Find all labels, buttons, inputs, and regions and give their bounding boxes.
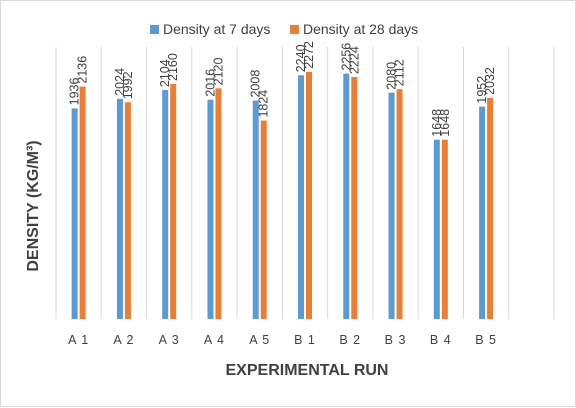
legend-label-series-1: Density at 7 days bbox=[163, 21, 270, 37]
bar-day28 bbox=[260, 120, 267, 319]
bar-day28 bbox=[306, 71, 312, 319]
bar-day7 bbox=[343, 73, 350, 319]
x-tick-label: A 1 bbox=[68, 333, 89, 347]
legend-label-series-2: Density at 28 days bbox=[303, 21, 418, 37]
data-label-day28: 2272 bbox=[302, 41, 316, 69]
legend-swatch-series-1 bbox=[150, 25, 159, 34]
bar-day7 bbox=[207, 99, 214, 319]
data-label-day28: 1824 bbox=[257, 90, 271, 118]
x-tick-label: B 1 bbox=[294, 333, 316, 347]
data-label-day7: 2080 bbox=[385, 62, 399, 90]
data-label-day7: 2008 bbox=[249, 70, 263, 98]
data-label-day7: 1648 bbox=[430, 109, 444, 137]
data-label-day7: 2024 bbox=[113, 68, 127, 96]
data-label-day7: 2256 bbox=[339, 43, 353, 71]
x-tick-label: B 3 bbox=[385, 333, 407, 347]
legend: Density at 7 days Density at 28 days bbox=[150, 21, 418, 37]
bar-day28 bbox=[170, 83, 177, 319]
bar-day7 bbox=[162, 90, 169, 319]
legend-swatch-series-2 bbox=[290, 25, 299, 34]
bar-day28 bbox=[351, 77, 358, 319]
data-label-day28: 2112 bbox=[393, 59, 407, 86]
bar-day7 bbox=[252, 100, 259, 319]
bar-day7 bbox=[71, 108, 78, 320]
bar-day28 bbox=[215, 88, 222, 320]
data-label-day7: 1936 bbox=[68, 78, 82, 106]
x-axis-title: EXPERIMENTAL RUN bbox=[226, 362, 389, 379]
bar-day7 bbox=[116, 98, 123, 319]
data-label-day28: 2224 bbox=[347, 46, 361, 74]
data-label-day28: 2032 bbox=[483, 67, 497, 95]
bar-day7 bbox=[388, 92, 395, 319]
bar-day28 bbox=[441, 139, 448, 319]
bar-day7 bbox=[298, 75, 304, 320]
data-label-day28: 2136 bbox=[76, 56, 90, 84]
bar-day28 bbox=[124, 102, 131, 319]
x-tick-labels: A 1 A 2 A 3 A 4 A 5 B 1 B 2 B 3 B 4 B 5 bbox=[68, 333, 497, 347]
bar-day7 bbox=[479, 106, 486, 319]
x-tick-label: B 4 bbox=[430, 333, 452, 347]
data-label-day28: 2120 bbox=[211, 57, 225, 85]
bar-day28 bbox=[487, 97, 494, 320]
bars bbox=[71, 71, 494, 320]
bar-day28 bbox=[396, 89, 403, 319]
x-tick-label: A 3 bbox=[159, 333, 180, 347]
bar-day7 bbox=[433, 139, 440, 319]
data-label-day28: 2160 bbox=[166, 53, 180, 81]
y-axis-title: DENSITY (KG/M³) bbox=[25, 140, 42, 271]
x-tick-label: A 4 bbox=[204, 333, 225, 347]
x-tick-label: B 2 bbox=[339, 333, 361, 347]
data-label-day7: 2104 bbox=[158, 59, 172, 87]
x-tick-label: A 5 bbox=[249, 333, 270, 347]
data-label-day28: 1992 bbox=[121, 71, 135, 99]
x-tick-label: B 5 bbox=[475, 333, 497, 347]
gridlines bbox=[55, 47, 555, 319]
data-label-day7: 2240 bbox=[294, 44, 308, 72]
data-label-day28: 1648 bbox=[438, 109, 452, 137]
x-tick-label: A 2 bbox=[113, 333, 134, 347]
data-label-day7: 2016 bbox=[203, 69, 217, 97]
data-label-day7: 1952 bbox=[475, 76, 489, 104]
bar-day28 bbox=[79, 86, 86, 319]
